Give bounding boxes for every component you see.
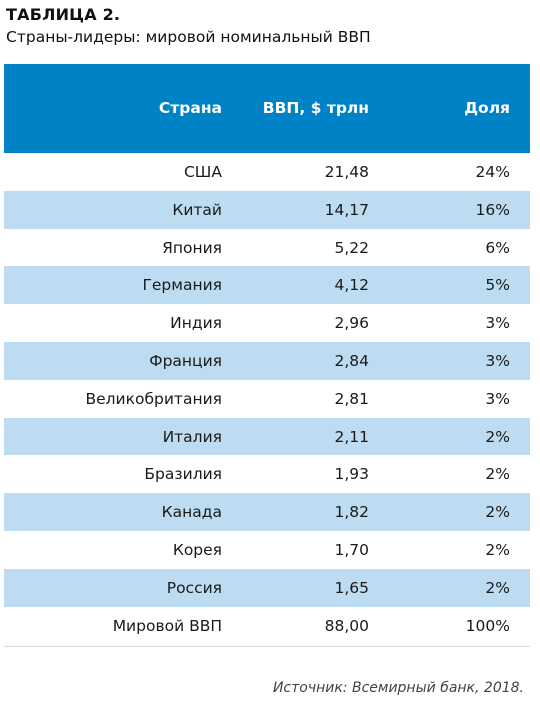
share-cell: 2%	[485, 503, 510, 522]
share-cell: 3%	[485, 351, 510, 370]
table-row: США 21,48 24%	[4, 153, 530, 191]
share-cell: 3%	[485, 314, 510, 333]
table-row: Индия 2,96 3%	[4, 304, 530, 342]
share-cell: 2%	[485, 540, 510, 559]
gdp-table: Страна ВВП, $ трлн Доля США 21,48 24% Ки…	[4, 64, 530, 648]
table-heading: ТАБЛИЦА 2.	[6, 5, 121, 24]
country-cell: Бразилия	[144, 465, 222, 484]
share-cell: 5%	[485, 276, 510, 295]
country-cell: Индия	[170, 314, 222, 333]
country-cell: Корея	[172, 540, 222, 559]
table-header-row: Страна ВВП, $ трлн Доля	[4, 64, 530, 153]
source-note: Источник: Всемирный банк, 2018.	[272, 680, 524, 696]
country-cell: Канада	[161, 503, 222, 522]
table-row: Италия 2,11 2%	[4, 417, 530, 456]
gdp-cell: 88,00	[324, 616, 369, 635]
table-row-total: Мировой ВВП 88,00 100%	[4, 607, 530, 645]
share-cell: 2%	[485, 427, 510, 446]
column-header-share: Доля	[464, 99, 510, 117]
country-cell: Китай	[172, 200, 222, 219]
gdp-cell: 1,65	[334, 578, 369, 597]
country-cell: Германия	[142, 276, 222, 295]
share-cell: 2%	[485, 578, 510, 597]
gdp-cell: 1,82	[334, 503, 369, 522]
column-header-country: Страна	[158, 99, 222, 117]
table-subtitle: Страны-лидеры: мировой номинальный ВВП	[6, 28, 371, 46]
table-row: Канада 1,82 2%	[4, 493, 530, 531]
share-cell: 24%	[475, 163, 510, 181]
table-row: Россия 1,65 2%	[4, 568, 530, 607]
gdp-cell: 2,81	[334, 389, 369, 408]
table-bottom-rule	[4, 646, 530, 648]
country-cell: Мировой ВВП	[112, 616, 222, 635]
table-row: Бразилия 1,93 2%	[4, 455, 530, 493]
table-row: Китай 14,17 16%	[4, 190, 530, 229]
table-row: Великобритания 2,81 3%	[4, 380, 530, 418]
country-cell: США	[183, 163, 222, 181]
gdp-cell: 1,70	[334, 540, 369, 559]
share-cell: 16%	[475, 200, 510, 219]
country-cell: Италия	[162, 427, 222, 446]
table-row: Германия 4,12 5%	[4, 266, 530, 305]
gdp-cell: 21,48	[324, 163, 369, 181]
country-cell: Россия	[166, 578, 222, 597]
gdp-cell: 2,84	[334, 351, 369, 370]
share-cell: 100%	[465, 616, 510, 635]
gdp-cell: 2,96	[334, 314, 369, 333]
table-row: Япония 5,22 6%	[4, 229, 530, 267]
gdp-cell: 2,11	[334, 427, 369, 446]
country-cell: Франция	[149, 351, 222, 370]
share-cell: 2%	[485, 465, 510, 484]
gdp-cell: 4,12	[334, 276, 369, 295]
gdp-cell: 5,22	[334, 238, 369, 257]
share-cell: 6%	[485, 238, 510, 257]
country-cell: Великобритания	[85, 389, 222, 408]
table-row: Корея 1,70 2%	[4, 531, 530, 569]
gdp-cell: 1,93	[334, 465, 369, 484]
share-cell: 3%	[485, 389, 510, 408]
gdp-cell: 14,17	[324, 200, 369, 219]
column-header-gdp: ВВП, $ трлн	[262, 99, 369, 117]
table-row: Франция 2,84 3%	[4, 341, 530, 380]
country-cell: Япония	[162, 238, 222, 257]
